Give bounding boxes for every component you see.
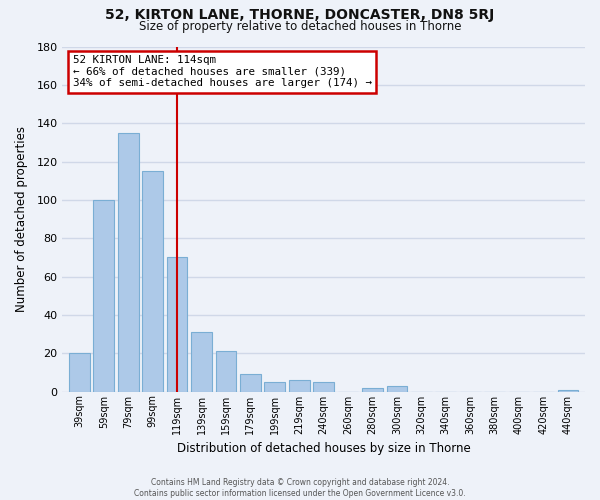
Bar bbox=[142, 171, 163, 392]
Y-axis label: Number of detached properties: Number of detached properties bbox=[15, 126, 28, 312]
Bar bbox=[191, 332, 212, 392]
Bar bbox=[69, 354, 90, 392]
Bar bbox=[240, 374, 261, 392]
Bar bbox=[167, 258, 187, 392]
Bar bbox=[386, 386, 407, 392]
Text: Contains HM Land Registry data © Crown copyright and database right 2024.
Contai: Contains HM Land Registry data © Crown c… bbox=[134, 478, 466, 498]
Bar bbox=[313, 382, 334, 392]
Text: Size of property relative to detached houses in Thorne: Size of property relative to detached ho… bbox=[139, 20, 461, 33]
Bar bbox=[265, 382, 285, 392]
Bar bbox=[94, 200, 114, 392]
Bar bbox=[289, 380, 310, 392]
Bar bbox=[118, 133, 139, 392]
Bar bbox=[362, 388, 383, 392]
X-axis label: Distribution of detached houses by size in Thorne: Distribution of detached houses by size … bbox=[177, 442, 470, 455]
Text: 52 KIRTON LANE: 114sqm
← 66% of detached houses are smaller (339)
34% of semi-de: 52 KIRTON LANE: 114sqm ← 66% of detached… bbox=[73, 55, 372, 88]
Text: 52, KIRTON LANE, THORNE, DONCASTER, DN8 5RJ: 52, KIRTON LANE, THORNE, DONCASTER, DN8 … bbox=[106, 8, 494, 22]
Bar bbox=[215, 352, 236, 392]
Bar bbox=[557, 390, 578, 392]
